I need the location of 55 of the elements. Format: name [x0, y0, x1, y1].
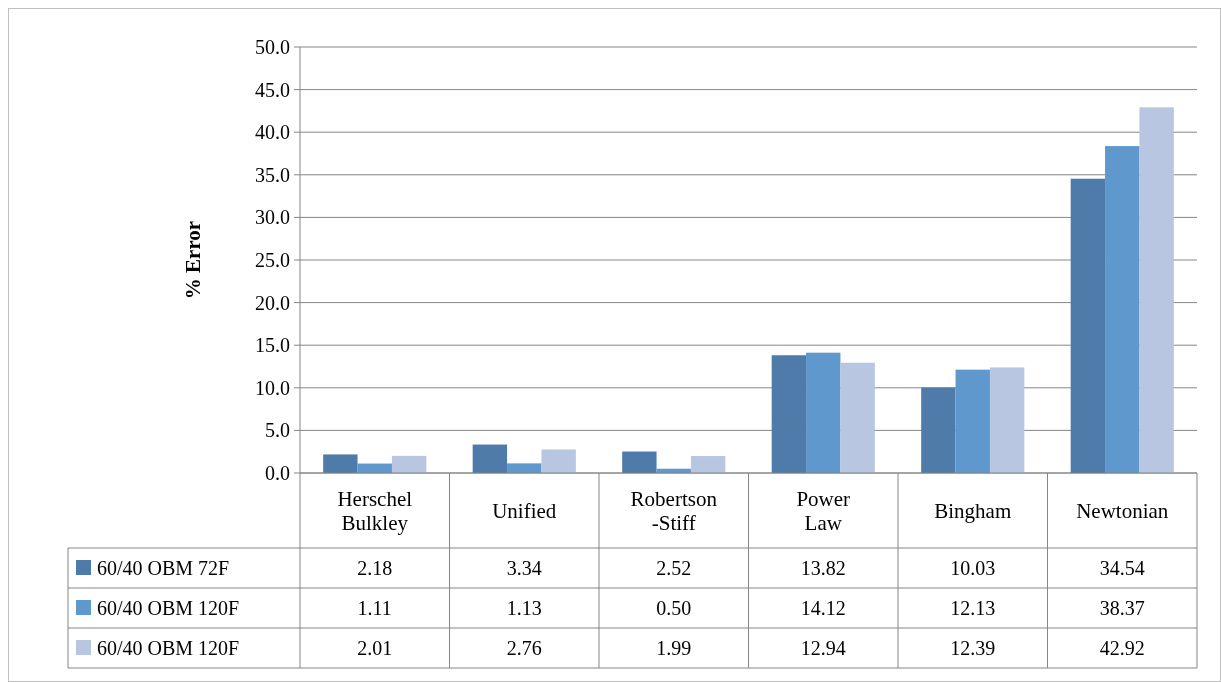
y-tick-label: 10.0: [255, 376, 290, 399]
bar: [771, 355, 807, 473]
data-label: 12.39: [950, 637, 996, 659]
y-tick-label: 30.0: [255, 206, 290, 229]
data-label: 42.92: [1099, 637, 1145, 659]
bar: [921, 387, 956, 473]
data-label: 1.99: [656, 637, 692, 659]
y-tick-label: 40.0: [255, 121, 290, 144]
bar: [1070, 178, 1106, 473]
y-axis-title: % Error: [181, 220, 205, 300]
x-tick-label: Bingham: [934, 498, 1012, 523]
data-label: 2.18: [357, 557, 393, 579]
x-tick-label: Unified: [492, 498, 557, 523]
y-tick-label: 20.0: [255, 291, 290, 314]
bar: [1139, 107, 1174, 473]
data-label: 0.50: [656, 597, 692, 619]
data-label: 1.11: [357, 597, 392, 619]
data-label: 38.37: [1099, 597, 1145, 619]
bar: [989, 367, 1025, 473]
bar: [806, 352, 841, 473]
x-tick-label: Power Law: [796, 486, 851, 535]
y-tick-label: 5.0: [265, 419, 290, 442]
legend-label: 60/40 OBM 120F: [97, 597, 240, 619]
bar: [622, 451, 657, 473]
legend-label: 60/40 OBM 72F: [97, 557, 230, 579]
bar: [391, 455, 427, 473]
legend-label: 60/40 OBM 120F: [97, 637, 240, 659]
data-label: 3.34: [506, 557, 542, 579]
bar: [690, 456, 726, 473]
bar: [1105, 146, 1140, 473]
data-label: 2.01: [357, 637, 393, 659]
y-tick-label: 15.0: [255, 334, 290, 357]
y-tick-label: 35.0: [255, 163, 290, 186]
x-tick-label: Newtonian: [1076, 498, 1169, 523]
data-label: 2.76: [506, 637, 542, 659]
data-label: 14.12: [800, 597, 846, 619]
data-label: 2.52: [656, 557, 692, 579]
data-label: 1.13: [506, 597, 542, 619]
data-label: 10.03: [950, 557, 996, 579]
y-tick-label: 50.0: [255, 36, 290, 58]
x-tick-label: Herschel Bulkley: [337, 486, 413, 535]
y-tick-label: 0.0: [265, 462, 290, 484]
y-tick-label: 25.0: [255, 249, 290, 271]
bar: [840, 362, 875, 473]
bar: [507, 463, 542, 473]
bar: [323, 454, 358, 473]
data-label: 12.13: [950, 597, 996, 619]
data-label: 12.94: [800, 637, 846, 659]
bar: [541, 449, 576, 473]
x-tick-label: Robertson -Stiff: [630, 486, 718, 535]
data-label: 13.82: [800, 557, 846, 579]
bar: [955, 369, 990, 473]
bar: [472, 444, 508, 473]
data-label: 34.54: [1099, 557, 1145, 579]
y-tick-label: 45.0: [255, 78, 290, 101]
